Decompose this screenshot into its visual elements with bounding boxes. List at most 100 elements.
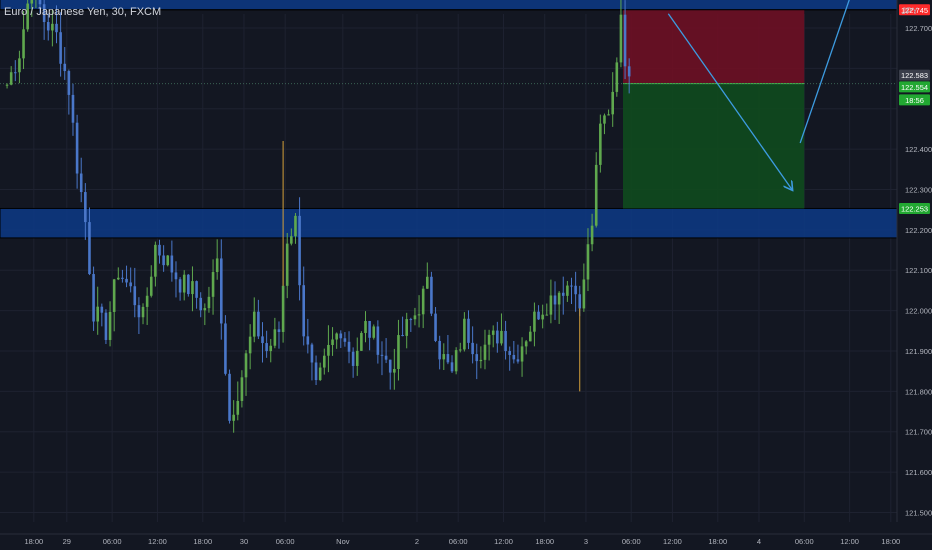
candle (314, 355, 318, 386)
candle-body (294, 215, 297, 237)
candle (187, 274, 190, 297)
candle (112, 278, 116, 332)
candle-body (380, 354, 384, 356)
candle (42, 0, 46, 40)
candle-body (376, 326, 380, 355)
candle-body (627, 66, 631, 77)
candle-body (557, 292, 561, 305)
candle (388, 359, 392, 390)
candle (545, 303, 549, 316)
candle-body (26, 3, 29, 30)
candle-body (55, 23, 58, 33)
candle-body (388, 359, 392, 373)
stop-loss-zone[interactable] (623, 9, 805, 84)
candle (240, 370, 244, 408)
candle (335, 332, 338, 349)
candle-body (323, 355, 326, 368)
time-tick-label: 4 (757, 537, 761, 546)
candle-body (520, 346, 524, 362)
candle-body (599, 123, 602, 165)
candle (63, 47, 67, 80)
candle-body (248, 336, 252, 354)
candle (9, 66, 13, 86)
candle (14, 60, 17, 82)
candle (182, 270, 186, 301)
candle-body (351, 351, 355, 366)
candle (55, 5, 58, 44)
trend-arrow[interactable] (667, 13, 792, 190)
candle-body (252, 311, 256, 337)
short-position-tool[interactable] (623, 9, 805, 209)
take-profit-zone[interactable] (623, 83, 805, 209)
candle-body (104, 312, 108, 340)
candle (561, 276, 565, 315)
candle (59, 12, 62, 77)
candle (384, 338, 388, 364)
time-tick-label: 18:00 (24, 537, 43, 546)
candle (475, 343, 479, 380)
price-label-text: 122.583 (901, 71, 928, 80)
candle (248, 324, 252, 370)
candle-body (578, 294, 582, 309)
candle-body (504, 330, 507, 352)
candle-body (397, 335, 400, 370)
candle-body (121, 277, 124, 279)
candle (178, 277, 182, 301)
candle-body (607, 114, 610, 116)
candle (141, 303, 145, 325)
candle (430, 271, 433, 317)
trend-arrows[interactable] (667, 0, 895, 190)
candle (533, 302, 536, 347)
candle-body (207, 296, 211, 309)
candle (191, 266, 194, 312)
candle (277, 321, 281, 349)
candle-body (368, 321, 371, 338)
price-axis-label: 122.583 (899, 69, 930, 81)
candle (405, 312, 408, 349)
candle (252, 297, 256, 343)
candle-body (434, 313, 437, 341)
candle (364, 311, 367, 343)
candle-body (574, 285, 577, 295)
candle-body (458, 349, 462, 351)
candle (376, 320, 380, 364)
candle-body (84, 192, 87, 223)
candle (265, 330, 268, 358)
price-zone-rect[interactable] (0, 207, 898, 239)
candle (541, 304, 544, 329)
candle-body (108, 311, 112, 340)
candle (380, 341, 384, 376)
candle (30, 0, 34, 17)
candle (570, 277, 573, 305)
candle-body (195, 281, 198, 298)
time-tick-label: 06:00 (622, 537, 641, 546)
candle-body (339, 333, 343, 339)
candle-body (306, 336, 310, 345)
candle-body (257, 311, 260, 337)
candle (487, 329, 491, 361)
candle (75, 114, 79, 189)
candle-body (438, 340, 441, 360)
candle-body (454, 350, 458, 372)
candle-body (38, 0, 42, 5)
candle (343, 332, 347, 347)
candle (619, 0, 623, 68)
candle-body (553, 295, 557, 305)
candle (557, 291, 561, 324)
trend-arrow[interactable] (799, 0, 895, 144)
candle-body (88, 222, 91, 275)
price-label-bg (899, 69, 930, 81)
candle (236, 381, 240, 421)
candle-body (413, 315, 417, 320)
candle (129, 267, 132, 293)
candle-body (211, 272, 215, 297)
candle-body (199, 297, 202, 311)
time-axis[interactable]: 18:00 29 06:00 12:00 18:00 30 06:00 Nov 2 06:00 12… (0, 533, 932, 546)
candle (463, 312, 466, 352)
candle (360, 331, 363, 351)
candle (166, 254, 170, 267)
candle (302, 266, 305, 346)
price-tick-label: 122.400 (905, 145, 932, 154)
candle-body (405, 319, 408, 336)
